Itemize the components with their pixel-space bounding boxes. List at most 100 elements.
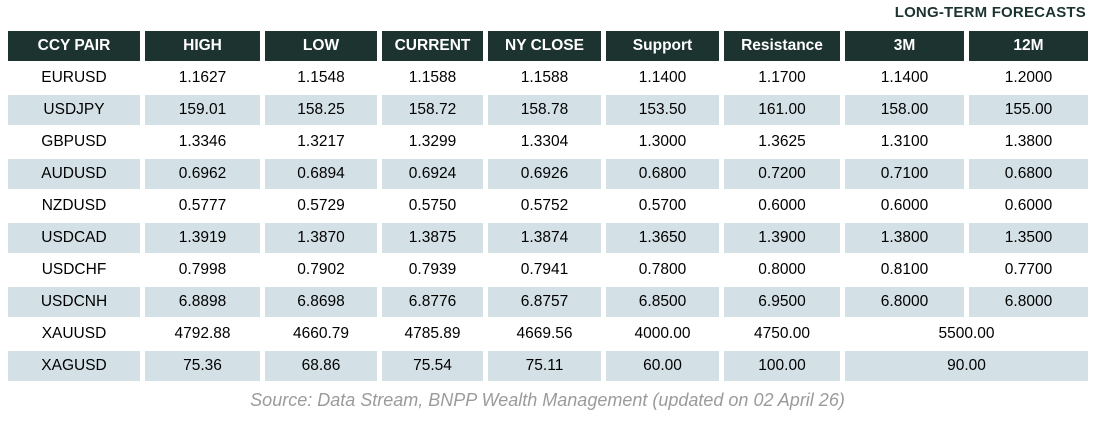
cell-low: 0.5729 — [265, 191, 377, 221]
cell-ny-close: 1.3304 — [488, 127, 601, 157]
cell-support: 1.3650 — [606, 223, 719, 253]
column-header-resistance: Resistance — [724, 31, 840, 61]
cell-low: 4660.79 — [265, 319, 377, 349]
cell-current: 4785.89 — [382, 319, 483, 349]
cell-m3: 0.7100 — [845, 159, 964, 189]
cell-pair: GBPUSD — [8, 127, 140, 157]
cell-ny-close: 0.6926 — [488, 159, 601, 189]
cell-high: 1.1627 — [145, 63, 260, 93]
column-header-current: CURRENT — [382, 31, 483, 61]
cell-support: 4000.00 — [606, 319, 719, 349]
cell-high: 0.7998 — [145, 255, 260, 285]
cell-ny-close: 0.7941 — [488, 255, 601, 285]
cell-m3: 0.6000 — [845, 191, 964, 221]
table-row-usdchf: USDCHF 0.7998 0.7902 0.7939 0.7941 0.7800 0.80… — [8, 255, 1088, 285]
cell-high: 1.3346 — [145, 127, 260, 157]
table-row-eurusd: EURUSD 1.1627 1.1548 1.1588 1.1588 1.1400 1.17… — [8, 63, 1088, 93]
long-term-forecasts-label: LONG-TERM FORECASTS — [894, 4, 1086, 21]
cell-high: 159.01 — [145, 95, 260, 125]
cell-m3: 1.1400 — [845, 63, 964, 93]
cell-m12: 155.00 — [969, 95, 1088, 125]
cell-resistance: 1.3900 — [724, 223, 840, 253]
cell-pair: USDCNH — [8, 287, 140, 317]
cell-resistance: 100.00 — [724, 351, 840, 381]
cell-current: 6.8776 — [382, 287, 483, 317]
cell-low: 0.7902 — [265, 255, 377, 285]
cell-low: 1.3870 — [265, 223, 377, 253]
column-header-ny-close: NY CLOSE — [488, 31, 601, 61]
cell-pair: XAGUSD — [8, 351, 140, 381]
cell-m12: 0.6000 — [969, 191, 1088, 221]
cell-current: 1.3299 — [382, 127, 483, 157]
cell-resistance: 0.6000 — [724, 191, 840, 221]
cell-ny-close: 0.5752 — [488, 191, 601, 221]
cell-low: 0.6894 — [265, 159, 377, 189]
cell-low: 68.86 — [265, 351, 377, 381]
cell-resistance: 0.8000 — [724, 255, 840, 285]
cell-current: 158.72 — [382, 95, 483, 125]
cell-current: 0.6924 — [382, 159, 483, 189]
cell-support: 1.1400 — [606, 63, 719, 93]
cell-m12: 1.3800 — [969, 127, 1088, 157]
cell-support: 1.3000 — [606, 127, 719, 157]
cell-low: 1.1548 — [265, 63, 377, 93]
table-row-gbpusd: GBPUSD 1.3346 1.3217 1.3299 1.3304 1.3000 1.36… — [8, 127, 1088, 157]
table-row-usdcnh: USDCNH 6.8898 6.8698 6.8776 6.8757 6.8500 6.95… — [8, 287, 1088, 317]
cell-current: 1.1588 — [382, 63, 483, 93]
column-header-3m: 3M — [845, 31, 964, 61]
table-header-row: CCY PAIR HIGH LOW CURRENT NY CLOSE Support Res… — [8, 31, 1088, 61]
table-row-audusd: AUDUSD 0.6962 0.6894 0.6924 0.6926 0.6800 0.72… — [8, 159, 1088, 189]
cell-support: 0.7800 — [606, 255, 719, 285]
cell-current: 75.54 — [382, 351, 483, 381]
column-header-high: HIGH — [145, 31, 260, 61]
cell-resistance: 1.3625 — [724, 127, 840, 157]
cell-pair: AUDUSD — [8, 159, 140, 189]
cell-resistance: 161.00 — [724, 95, 840, 125]
cell-low: 1.3217 — [265, 127, 377, 157]
cell-resistance: 0.7200 — [724, 159, 840, 189]
column-header-ccy-pair: CCY PAIR — [8, 31, 140, 61]
cell-support: 0.5700 — [606, 191, 719, 221]
cell-pair: XAUUSD — [8, 319, 140, 349]
cell-m3: 158.00 — [845, 95, 964, 125]
cell-pair: USDCAD — [8, 223, 140, 253]
cell-high: 75.36 — [145, 351, 260, 381]
cell-pair: USDJPY — [8, 95, 140, 125]
cell-m3: 0.8100 — [845, 255, 964, 285]
cell-support: 0.6800 — [606, 159, 719, 189]
cell-m12: 1.2000 — [969, 63, 1088, 93]
cell-m12: 6.8000 — [969, 287, 1088, 317]
column-header-low: LOW — [265, 31, 377, 61]
cell-ny-close: 4669.56 — [488, 319, 601, 349]
cell-support: 60.00 — [606, 351, 719, 381]
cell-high: 6.8898 — [145, 287, 260, 317]
cell-m3: 6.8000 — [845, 287, 964, 317]
cell-low: 6.8698 — [265, 287, 377, 317]
cell-ny-close: 6.8757 — [488, 287, 601, 317]
cell-resistance: 1.1700 — [724, 63, 840, 93]
cell-support: 6.8500 — [606, 287, 719, 317]
table-row-xauusd: XAUUSD 4792.88 4660.79 4785.89 4669.56 4000.0… — [8, 319, 1088, 349]
cell-resistance: 4750.00 — [724, 319, 840, 349]
table-row-usdjpy: USDJPY 159.01 158.25 158.72 158.78 153.50 161.… — [8, 95, 1088, 125]
cell-high: 1.3919 — [145, 223, 260, 253]
cell-m12: 0.7700 — [969, 255, 1088, 285]
cell-current: 0.7939 — [382, 255, 483, 285]
cell-m12: 1.3500 — [969, 223, 1088, 253]
cell-ny-close: 75.11 — [488, 351, 601, 381]
cell-ny-close: 1.3874 — [488, 223, 601, 253]
column-header-12m: 12M — [969, 31, 1088, 61]
cell-support: 153.50 — [606, 95, 719, 125]
cell-ny-close: 1.1588 — [488, 63, 601, 93]
cell-ny-close: 158.78 — [488, 95, 601, 125]
cell-m3: 1.3100 — [845, 127, 964, 157]
cell-pair: EURUSD — [8, 63, 140, 93]
column-header-support: Support — [606, 31, 719, 61]
cell-pair: NZDUSD — [8, 191, 140, 221]
cell-resistance: 6.9500 — [724, 287, 840, 317]
cell-high: 0.5777 — [145, 191, 260, 221]
table-row-usdcad: USDCAD 1.3919 1.3870 1.3875 1.3874 1.3650 1.39… — [8, 223, 1088, 253]
source-caption: Source: Data Stream, BNPP Wealth Managem… — [250, 390, 845, 410]
cell-current: 1.3875 — [382, 223, 483, 253]
